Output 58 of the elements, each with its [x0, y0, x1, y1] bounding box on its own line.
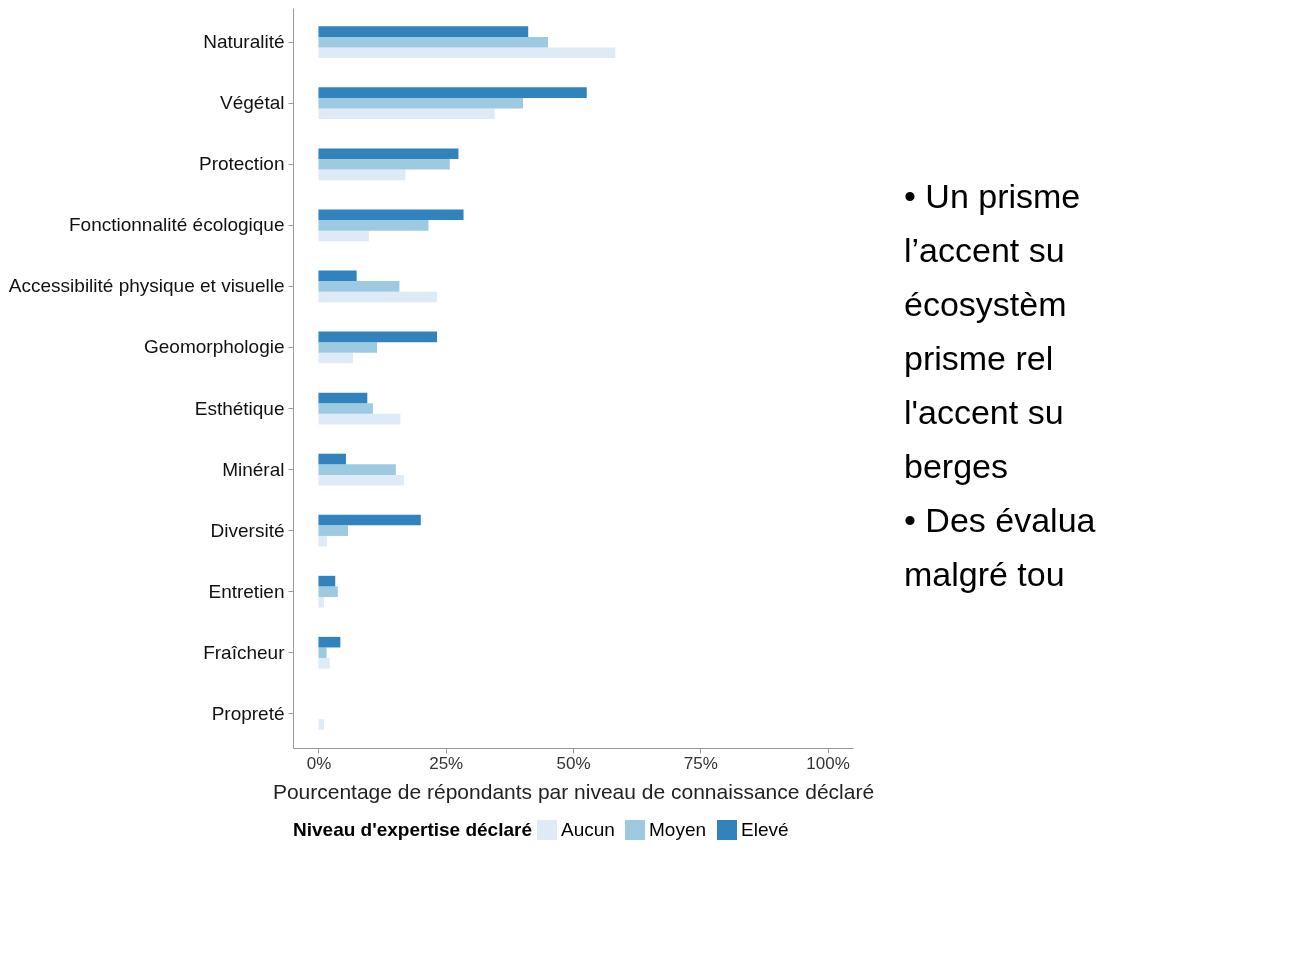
bar [318, 26, 529, 37]
y-tick-label: Végétal [220, 92, 285, 114]
bar [318, 36, 549, 48]
bar [318, 159, 450, 170]
legend-label: Moyen [649, 819, 707, 840]
x-axis-title: Pourcentage de répondants par niveau de connaissance déclaré [272, 779, 875, 803]
bar [318, 575, 336, 587]
y-tick-label: Entretien [208, 580, 285, 602]
bar [318, 352, 354, 364]
bar [318, 97, 524, 109]
x-tick-label: 25% [429, 753, 464, 773]
bar [318, 169, 406, 181]
bar [318, 647, 327, 659]
y-tick-label: Diversité [210, 519, 285, 541]
bar [318, 525, 348, 536]
y-tick-label: Naturalité [203, 31, 285, 53]
bar [318, 719, 325, 730]
bar [318, 413, 401, 425]
y-tick-label: Minéral [222, 458, 285, 480]
bar [318, 87, 587, 98]
bar [318, 270, 357, 282]
bar [318, 108, 495, 120]
bar [318, 342, 377, 353]
x-tick-label: 75% [683, 753, 718, 773]
x-tick-label: 0% [306, 753, 332, 773]
x-tick-label: 50% [556, 753, 591, 773]
bar [318, 453, 346, 465]
bar [318, 47, 616, 59]
bar [318, 281, 400, 292]
y-tick-label: Fonctionnalité écologique [69, 214, 285, 236]
y-tick-label: Accessibilité physique et visuelle [8, 275, 285, 297]
bar [318, 148, 459, 160]
bar [318, 220, 429, 231]
bar [318, 291, 438, 303]
bar [318, 230, 369, 242]
y-tick-label: Protection [198, 153, 285, 175]
bar [318, 658, 330, 669]
bar [318, 209, 464, 221]
text: • Des évalua malgré tou [904, 500, 1096, 593]
y-tick-label: Esthétique [194, 397, 285, 419]
text: • Un prisme l’accent su écosystèm prisme rel l'accent su berges [904, 176, 1081, 485]
x-tick-label: 100% [806, 753, 850, 773]
bar [318, 514, 421, 526]
legend-label: Elevé [741, 819, 789, 840]
bar [318, 535, 328, 547]
legend-label: Aucun [561, 819, 615, 840]
bar [318, 596, 325, 608]
bar [318, 636, 341, 648]
legend-title: Niveau d'expertise déclaré [293, 819, 532, 840]
y-tick-label: Fraîcheur [203, 641, 286, 663]
bar [318, 403, 373, 414]
y-tick-label: Propreté [211, 702, 285, 724]
bar [318, 474, 404, 486]
bar [318, 331, 438, 343]
bar [318, 586, 338, 597]
bar [318, 464, 396, 475]
bar [318, 392, 368, 404]
y-tick-label: Geomorphologie [144, 336, 285, 358]
